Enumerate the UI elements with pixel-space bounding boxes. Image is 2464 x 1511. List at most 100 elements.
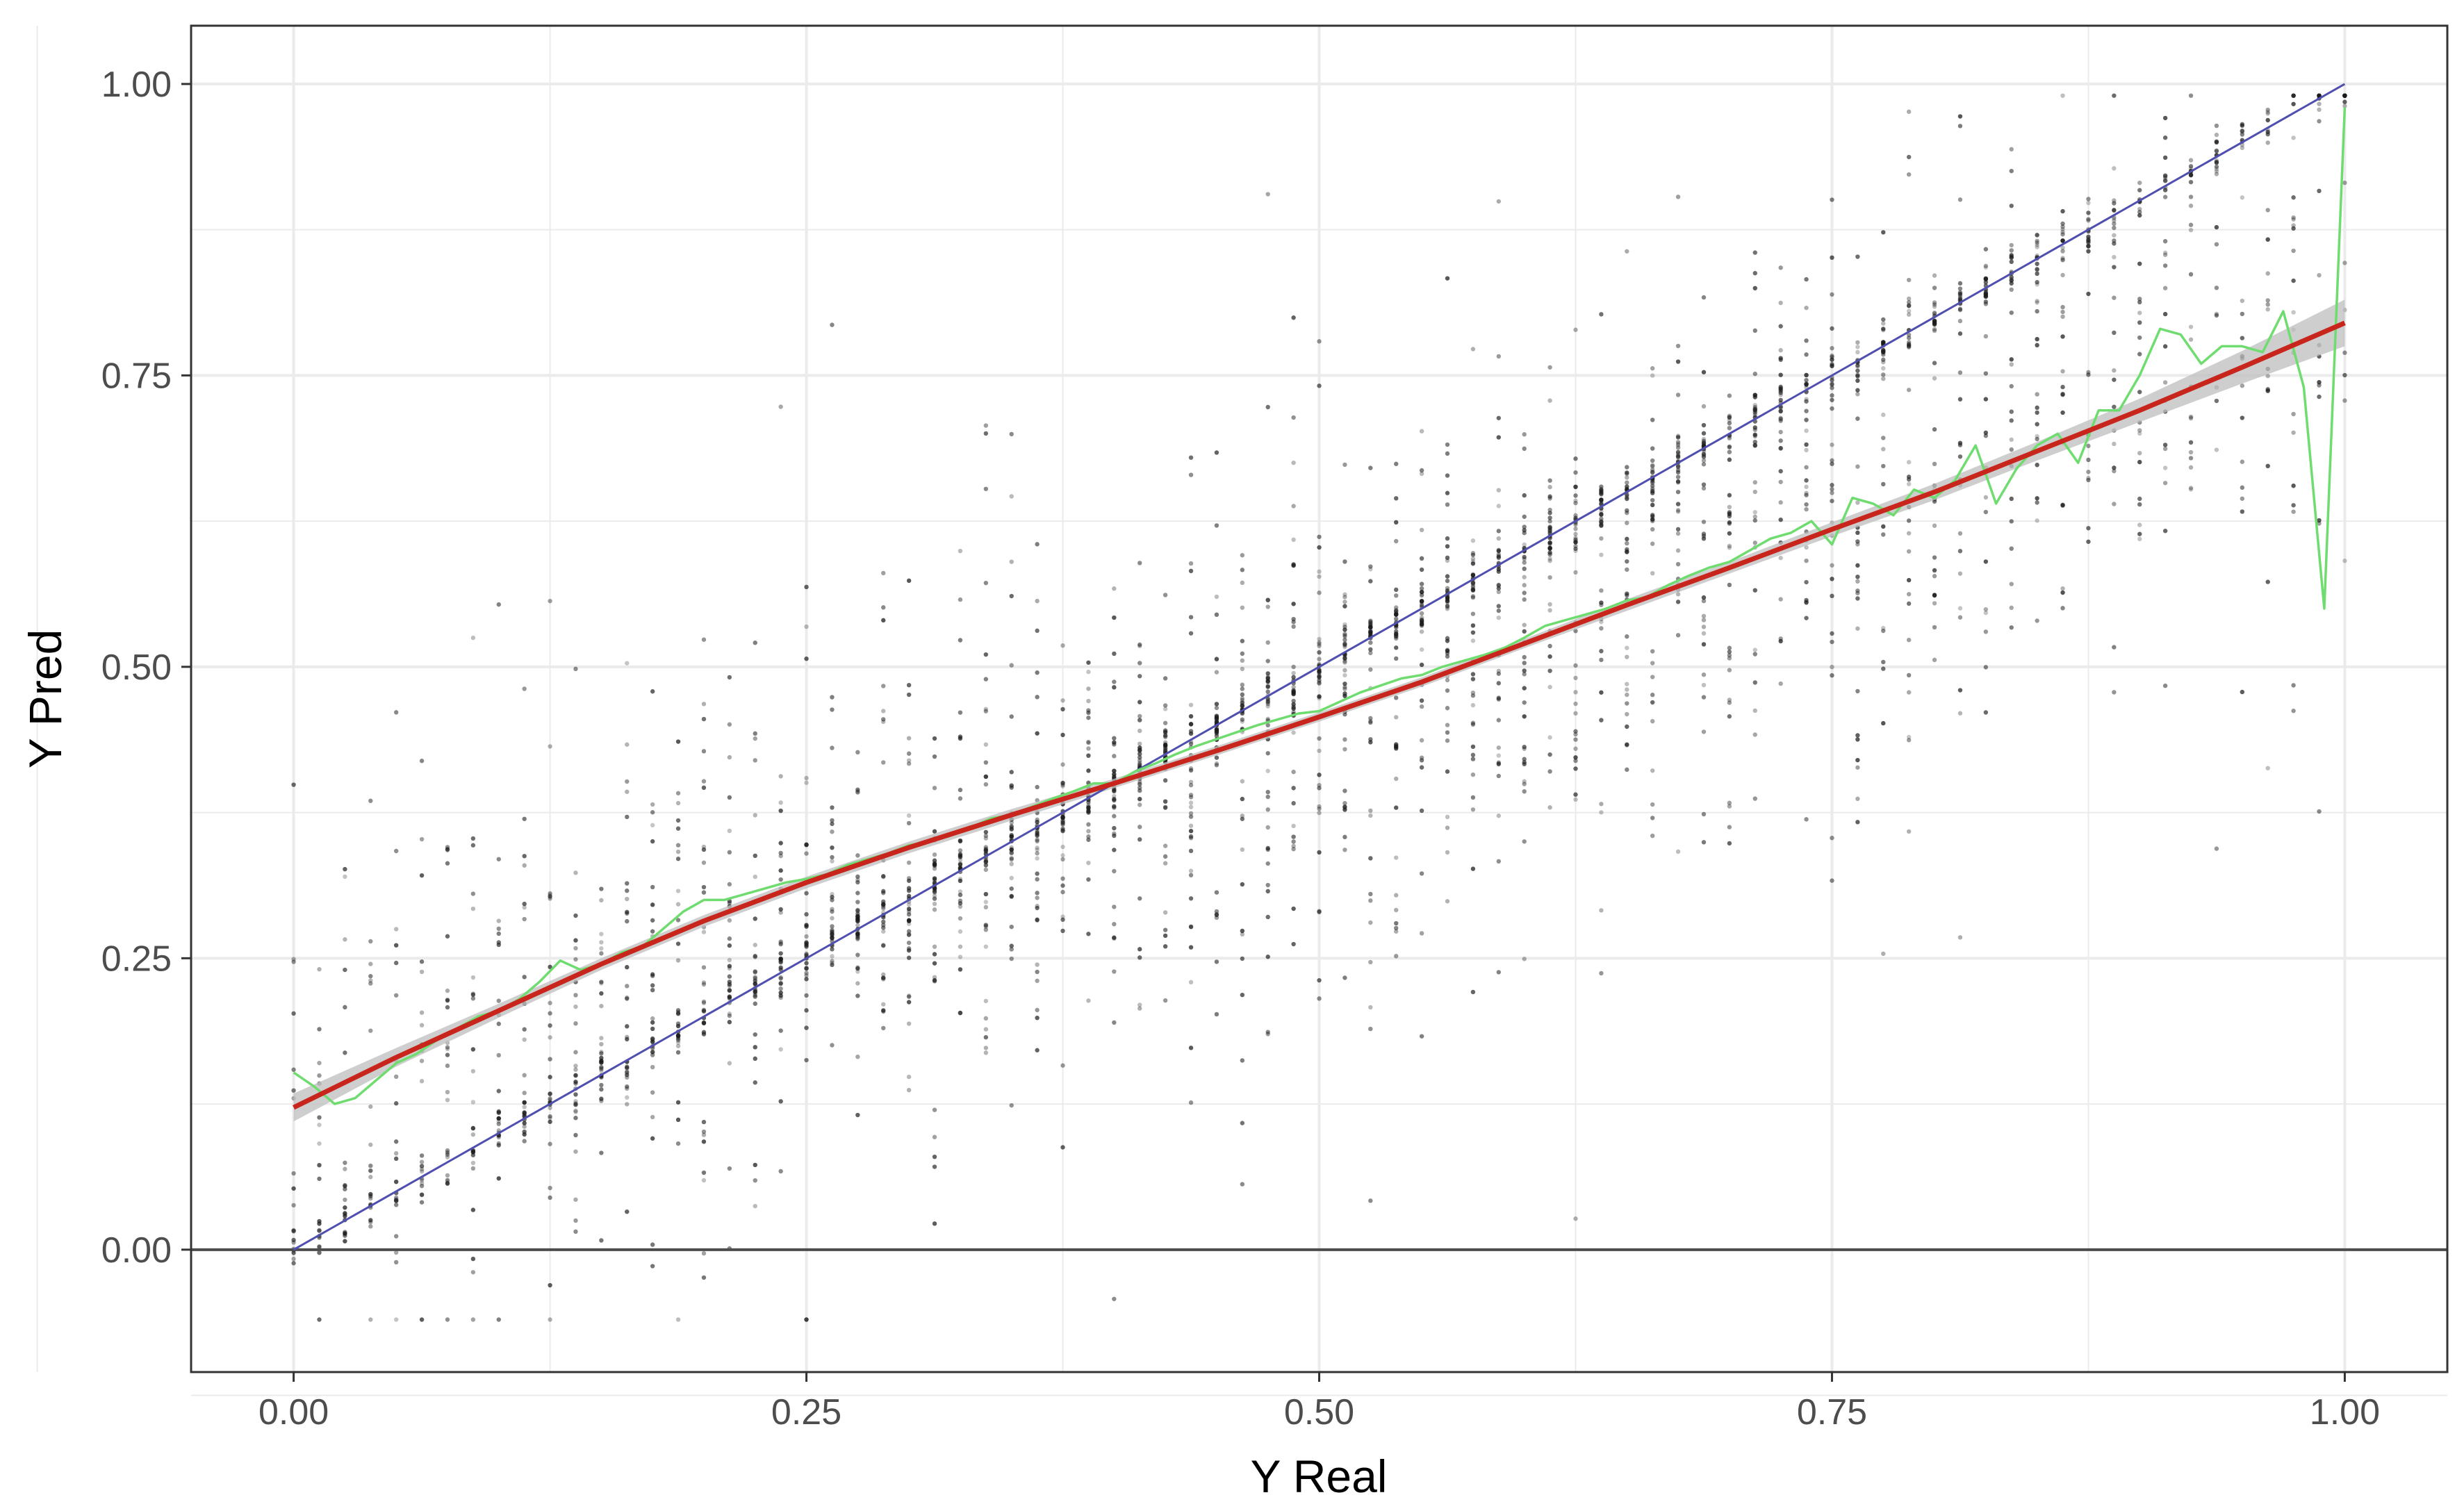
data-point xyxy=(1650,497,1655,503)
data-point xyxy=(1727,521,1732,527)
data-point xyxy=(932,979,937,984)
data-point xyxy=(1599,718,1604,723)
data-point xyxy=(1932,318,1937,323)
data-point xyxy=(1393,461,1399,466)
data-point xyxy=(1496,814,1501,818)
data-point xyxy=(778,981,783,986)
data-point xyxy=(1752,480,1757,485)
data-point xyxy=(1112,754,1117,759)
data-point xyxy=(1983,509,1989,515)
data-point xyxy=(1137,643,1142,649)
data-point xyxy=(1778,517,1783,522)
data-point xyxy=(1188,945,1194,950)
data-point xyxy=(778,940,783,946)
data-point xyxy=(1496,589,1501,595)
data-point xyxy=(1188,779,1194,784)
data-point xyxy=(1086,715,1091,720)
data-point xyxy=(1317,782,1322,788)
data-point xyxy=(1009,827,1014,832)
data-point xyxy=(701,1170,707,1175)
data-point xyxy=(1137,713,1142,719)
data-point xyxy=(1650,484,1655,489)
data-point xyxy=(1547,478,1552,483)
data-point xyxy=(1342,804,1347,809)
data-point xyxy=(727,936,732,941)
data-point xyxy=(855,900,860,905)
data-point xyxy=(675,1021,681,1026)
data-point xyxy=(1163,728,1168,733)
data-point xyxy=(1675,465,1681,470)
data-point xyxy=(1317,736,1322,741)
data-point xyxy=(830,930,835,935)
data-point xyxy=(522,1121,527,1125)
data-point xyxy=(932,736,937,741)
data-point xyxy=(393,993,399,998)
data-point xyxy=(753,982,757,986)
data-point xyxy=(2188,93,2194,98)
data-point xyxy=(1240,553,1245,558)
data-point xyxy=(1112,768,1117,773)
data-point xyxy=(1060,698,1065,703)
data-point xyxy=(1830,577,1834,581)
data-point xyxy=(650,1264,655,1269)
data-point xyxy=(2035,271,2039,276)
data-point xyxy=(1804,338,1809,343)
data-point xyxy=(1317,909,1322,914)
data-point xyxy=(1547,552,1552,557)
data-point xyxy=(2214,140,2219,145)
data-point xyxy=(1675,440,1681,445)
data-point xyxy=(1855,500,1860,505)
data-point xyxy=(1650,478,1655,484)
data-point xyxy=(1368,640,1373,645)
data-point xyxy=(470,1160,476,1166)
data-point xyxy=(496,1116,501,1121)
data-point xyxy=(2060,586,2065,591)
data-point xyxy=(2342,372,2347,378)
data-point xyxy=(419,1159,425,1164)
data-point xyxy=(1470,551,1476,556)
data-point xyxy=(2137,297,2142,302)
data-point xyxy=(1522,493,1527,498)
data-point xyxy=(1855,340,1860,345)
data-point xyxy=(1675,489,1681,495)
data-point xyxy=(1547,507,1552,513)
data-point xyxy=(932,858,937,863)
data-point xyxy=(1675,509,1681,514)
data-point xyxy=(1163,799,1168,804)
data-point xyxy=(470,1149,476,1154)
data-point xyxy=(2162,683,2168,688)
data-point xyxy=(1188,631,1194,636)
data-point xyxy=(1983,665,1989,670)
data-point xyxy=(1932,523,1937,528)
data-point xyxy=(881,570,886,576)
data-point xyxy=(1496,681,1501,686)
data-point xyxy=(1240,700,1245,705)
data-point xyxy=(1240,779,1245,784)
data-point xyxy=(1086,805,1091,810)
data-point xyxy=(1625,249,1629,254)
data-point xyxy=(778,404,783,409)
data-point xyxy=(881,919,886,925)
data-point xyxy=(1086,829,1091,834)
data-point xyxy=(1752,588,1757,593)
data-point xyxy=(1855,368,1860,373)
data-point xyxy=(1368,622,1373,628)
data-point xyxy=(1368,667,1373,672)
data-point xyxy=(881,760,886,765)
data-point xyxy=(1470,672,1476,677)
data-point xyxy=(1112,793,1117,799)
data-point xyxy=(1855,563,1860,568)
data-point xyxy=(1317,339,1322,344)
data-point xyxy=(1752,732,1757,737)
data-point xyxy=(1957,571,1963,576)
data-point xyxy=(599,898,604,903)
data-point xyxy=(291,782,296,787)
data-point xyxy=(393,960,399,966)
data-point xyxy=(1240,580,1245,586)
data-point xyxy=(1650,488,1655,494)
data-point xyxy=(1675,454,1681,460)
data-point xyxy=(1240,956,1245,961)
data-point xyxy=(1932,555,1937,560)
data-point xyxy=(1393,611,1399,617)
data-point xyxy=(1265,845,1270,851)
